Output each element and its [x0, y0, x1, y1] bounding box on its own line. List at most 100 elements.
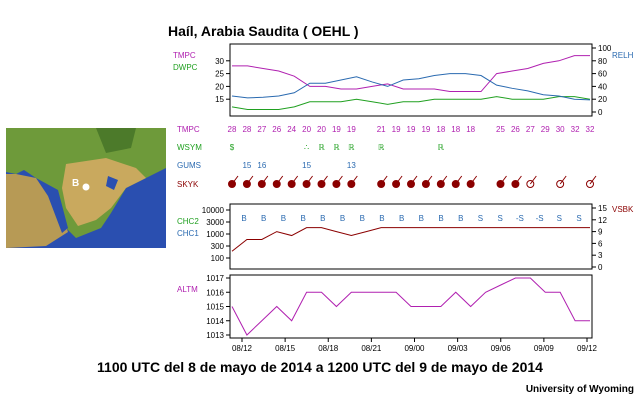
credit: University of Wyoming	[525, 384, 634, 395]
time-tick-label: 09/09	[534, 344, 555, 353]
weather-symbol: $	[230, 143, 235, 152]
tmpc-values: 28 28 27 26 24 20 20 19 19 21 19 19 19 18 18 18 25 26 27 29…	[228, 125, 595, 134]
tmpc-value: 19	[407, 125, 416, 134]
wind-barb	[395, 175, 403, 185]
humidity-axis: 100 80 60 40 20 0	[592, 44, 612, 117]
cloud-mark: B	[399, 214, 404, 223]
tmpc-value: 19	[421, 125, 430, 134]
ceiling-tick-label: 300	[211, 242, 225, 251]
relh-tick-label-40: 40	[598, 82, 607, 91]
tmpc-value: 26	[511, 125, 520, 134]
altm-tick-label: 1017	[206, 274, 224, 283]
ceiling-axis: 10000 3000 1000 300 100	[202, 206, 230, 263]
tmpc-value: 24	[287, 125, 296, 134]
altm-label: ALTM	[177, 285, 198, 294]
cloud-mark: B	[360, 214, 365, 223]
wind-barb	[500, 175, 507, 185]
wind-barb	[470, 175, 478, 185]
tmpc-value: 28	[242, 125, 251, 134]
vsbk-label: VSBK	[612, 205, 634, 214]
visibility-tick-label: 9	[598, 228, 603, 237]
tmpc-value: 25	[496, 125, 505, 134]
ceiling-tick-label: 100	[211, 254, 225, 263]
cloud-mark: B	[379, 214, 384, 223]
altimeter-axis: 1017 1016 1015 1014 1013	[206, 274, 230, 340]
altimeter-line	[231, 277, 590, 336]
gust-value: 16	[257, 161, 266, 170]
tmpc-value: 19	[347, 125, 356, 134]
wind-barb	[261, 175, 269, 185]
chc2-label: CHC2	[177, 217, 199, 226]
tmpc-row-label: TMPC	[177, 125, 200, 134]
sky-cover-symbols	[228, 175, 597, 188]
visibility-tick-label: 6	[598, 239, 603, 248]
cloud-mark: B	[340, 214, 345, 223]
time-tick-label: 09/12	[577, 344, 598, 353]
wind-barb	[559, 175, 567, 185]
weather-symbol: ℝ	[348, 143, 355, 152]
cloud-mark: S	[557, 214, 562, 223]
tmpc-value: 27	[526, 125, 535, 134]
cloud-mark: B	[419, 214, 424, 223]
gust-values: 15 16 15 13	[242, 161, 356, 170]
weather-symbol: ℝ	[333, 143, 340, 152]
tmpc-value: 30	[556, 125, 565, 134]
cloud-mark: B	[261, 214, 266, 223]
ceiling-tick-label: 3000	[206, 218, 224, 227]
cloud-mark: B	[438, 214, 443, 223]
temp-tick-label-20: 20	[215, 82, 224, 91]
visibility-axis: 15 12 9 6 3 0	[592, 204, 607, 272]
tmpc-value: 18	[451, 125, 460, 134]
cloud-mark: S	[478, 214, 483, 223]
wind-barb	[515, 175, 522, 185]
visibility-line	[231, 227, 590, 252]
ceiling-tick-label: 10000	[202, 206, 225, 215]
wind-barb	[321, 175, 328, 185]
station-marker	[82, 183, 90, 191]
wind-barb	[246, 175, 254, 185]
wind-barb	[529, 175, 537, 185]
cloud-mark: B	[241, 214, 246, 223]
relh-tick-label-60: 60	[598, 70, 607, 79]
tmpc-value: 29	[541, 125, 550, 134]
gust-value: 15	[242, 161, 251, 170]
vsbk-line	[231, 227, 590, 252]
wind-barb	[350, 175, 358, 185]
relh-tick-label-0: 0	[598, 108, 603, 117]
tmpc-value: 19	[332, 125, 341, 134]
ceiling-tick-label: 1000	[206, 230, 224, 239]
tmpc-value: 27	[257, 125, 266, 134]
gust-value: 15	[302, 161, 311, 170]
time-tick-label: 08/12	[232, 344, 253, 353]
chart-title: Haíl, Arabia Saudita ( OEHL )	[168, 23, 359, 39]
altm-tick-label: 1014	[206, 317, 224, 326]
tmpc-line	[232, 55, 590, 93]
temperature-lines	[231, 55, 591, 110]
tmpc-value: 32	[571, 125, 580, 134]
visibility-tick-label: 15	[598, 204, 607, 213]
time-axis: 08/12 08/15 08/18 08/21 09/00 09/03 09/06 09/09…	[232, 338, 598, 353]
time-tick-label: 09/03	[448, 344, 469, 353]
weather-symbols: $ ∴ ℝ ℝ ℝ ℝ ℝ	[230, 143, 445, 152]
cloud-mark: B	[300, 214, 305, 223]
wind-barb	[291, 175, 299, 185]
time-tick-label: 08/15	[275, 344, 296, 353]
relh-line	[231, 73, 591, 101]
time-tick-label: 09/06	[491, 344, 512, 353]
tmpc-value: 28	[228, 125, 237, 134]
tmpc-value: 21	[377, 125, 386, 134]
tmpc-value: 19	[392, 125, 401, 134]
regional-map: B	[6, 128, 166, 248]
relh-tick-label-20: 20	[598, 95, 607, 104]
gust-value: 13	[347, 161, 356, 170]
temp-tick-label-15: 15	[215, 95, 224, 104]
visibility-tick-label: 0	[598, 263, 603, 272]
temp-tick-label-30: 30	[215, 57, 224, 66]
weather-symbol: ∴	[304, 143, 309, 152]
wind-barb	[306, 175, 313, 185]
altm-line	[231, 277, 590, 336]
weather-symbol: ℝ	[378, 143, 385, 152]
relh-tick-label-100: 100	[598, 44, 612, 53]
wind-barb	[231, 175, 239, 185]
wind-barb	[336, 175, 343, 185]
